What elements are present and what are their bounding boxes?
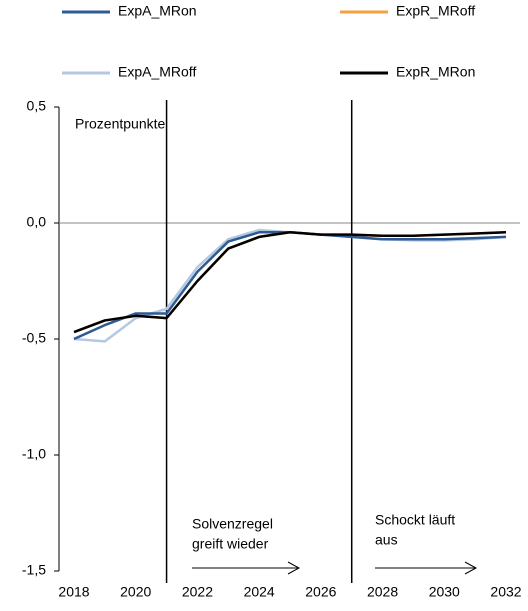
x-tick-label: 2022: [182, 584, 213, 600]
arrow-head: [464, 561, 478, 575]
series-line: [73, 228, 507, 343]
annotation: greift wieder: [192, 536, 269, 552]
annotation: aus: [375, 532, 398, 548]
legend-label: ExpA_MRon: [118, 3, 197, 19]
y-tick-label: 0,5: [27, 98, 47, 114]
x-tick-label: 2030: [429, 584, 460, 600]
legend-label: ExpA_MRoff: [118, 64, 196, 80]
y-tick-label: -0,5: [22, 330, 46, 346]
series-line: [73, 231, 507, 341]
x-tick-label: 2018: [58, 584, 89, 600]
y-tick-label: -1,0: [22, 446, 46, 462]
x-tick-label: 2028: [367, 584, 398, 600]
annotation: Schockt läuft: [375, 512, 455, 528]
y-tick-label: -1,5: [22, 562, 46, 578]
arrow-head: [287, 561, 301, 575]
x-tick-label: 2032: [490, 584, 521, 600]
annotation: Solvenzregel: [192, 516, 273, 532]
x-tick-label: 2026: [305, 584, 336, 600]
series-line: [73, 231, 507, 334]
y-tick-label: 0,0: [27, 214, 47, 230]
legend-label: ExpR_MRoff: [396, 3, 475, 19]
x-tick-label: 2024: [244, 584, 275, 600]
x-tick-label: 2020: [120, 584, 151, 600]
axis-unit-label: Prozentpunkte: [75, 116, 165, 132]
legend-label: ExpR_MRon: [396, 64, 475, 80]
